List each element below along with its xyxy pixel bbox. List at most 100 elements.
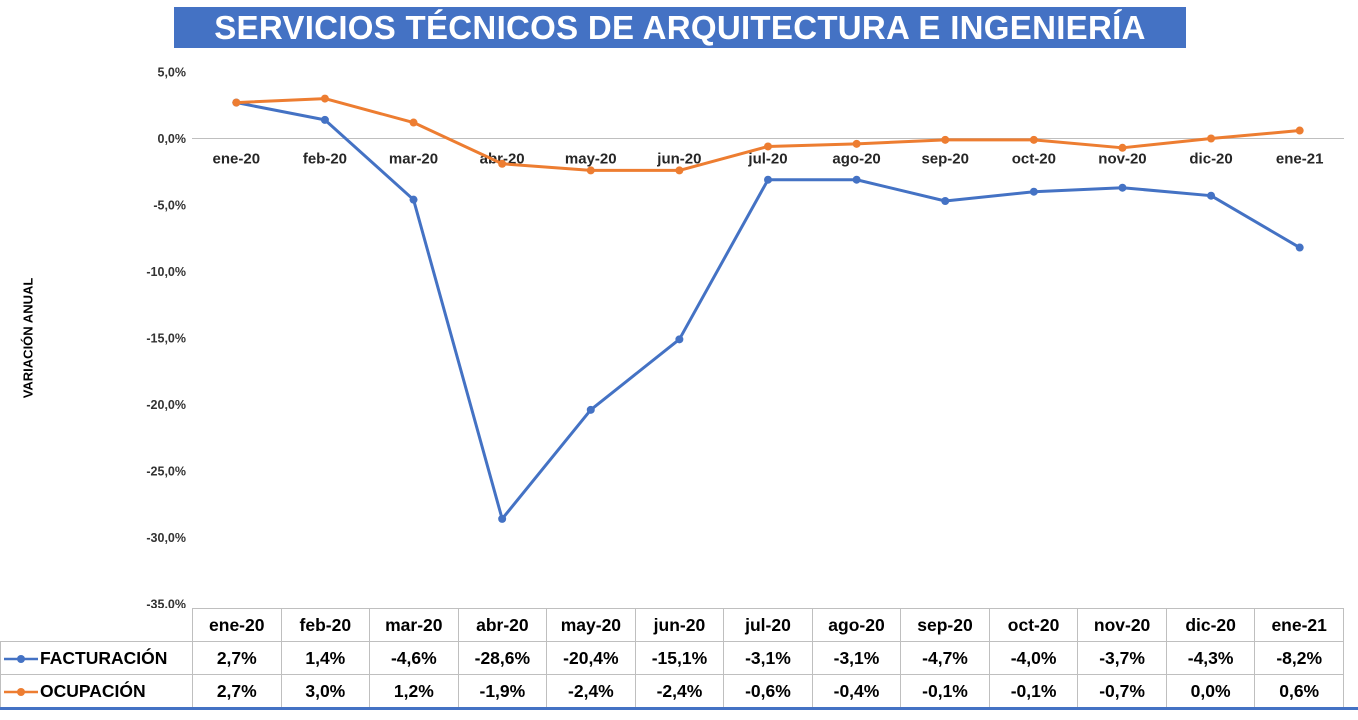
data-point-facturacion (1207, 191, 1216, 200)
data-point-ocupacion (586, 166, 595, 175)
x-axis-label: jul-20 (747, 151, 787, 168)
y-tick-label: -25,0% (146, 465, 186, 479)
data-point-ocupacion (498, 159, 507, 168)
month-header: ene-20 (192, 608, 282, 642)
y-tick-label: 5,0% (158, 66, 187, 80)
value-cell-ocupacion: 2,7% (192, 674, 282, 708)
data-point-facturacion (409, 195, 418, 204)
data-point-facturacion (852, 175, 861, 184)
data-point-facturacion (1029, 187, 1038, 196)
y-tick-label: -35,0% (146, 598, 186, 609)
value-cell-ocupacion: 0,0% (1165, 674, 1256, 708)
data-point-ocupacion (1029, 135, 1038, 144)
y-tick-label: -30,0% (146, 531, 186, 545)
value-cell-ocupacion: -1,9% (457, 674, 548, 708)
value-cell-facturacion: -8,2% (1254, 641, 1344, 675)
value-cell-facturacion: 1,4% (280, 641, 371, 675)
value-cell-ocupacion: 3,0% (280, 674, 371, 708)
x-axis-label: ene-21 (1276, 151, 1324, 168)
data-point-ocupacion (852, 139, 861, 148)
chart-title: SERVICIOS TÉCNICOS DE ARQUITECTURA E ING… (174, 7, 1186, 48)
data-table: ene-20 feb-20 mar-20 abr-20 may-20 jun-20 jul-… (0, 608, 1344, 708)
data-point-ocupacion (1207, 134, 1216, 143)
table-header-row: ene-20 feb-20 mar-20 abr-20 may-20 jun-20 jul-… (1, 608, 1344, 642)
value-cell-facturacion: -4,0% (988, 641, 1079, 675)
data-point-facturacion (320, 115, 329, 124)
data-point-ocupacion (320, 94, 329, 103)
data-point-ocupacion (1295, 126, 1304, 135)
data-point-facturacion (586, 405, 595, 414)
table-row-facturacion: FACTURACIÓN 2,7% 1,4% -4,6% -28,6% -20,4% -15,… (0, 641, 1344, 675)
month-header: jun-20 (634, 608, 725, 642)
month-header: ene-21 (1254, 608, 1344, 642)
value-cell-ocupacion: -0,1% (988, 674, 1079, 708)
data-point-ocupacion (409, 118, 418, 127)
value-cell-ocupacion: 1,2% (369, 674, 459, 708)
month-header: oct-20 (988, 608, 1079, 642)
month-header: abr-20 (457, 608, 548, 642)
data-point-facturacion (675, 335, 684, 344)
month-header: may-20 (546, 608, 636, 642)
series-label-ocupacion: OCUPACIÓN (0, 674, 193, 708)
month-header: dic-20 (1165, 608, 1256, 642)
month-header: mar-20 (369, 608, 459, 642)
series-name: OCUPACIÓN (40, 680, 146, 701)
data-point-facturacion (941, 197, 950, 206)
value-cell-ocupacion: -2,4% (546, 674, 636, 708)
legend-key-ocupacion (4, 687, 38, 696)
x-axis-label: dic-20 (1189, 151, 1232, 168)
data-point-ocupacion (1118, 143, 1127, 152)
value-cell-facturacion: -28,6% (457, 641, 548, 675)
series-name: FACTURACIÓN (40, 647, 168, 668)
value-cell-facturacion: -20,4% (546, 641, 636, 675)
value-cell-facturacion: -3,1% (811, 641, 902, 675)
series-label-facturacion: FACTURACIÓN (0, 641, 193, 675)
month-header: jul-20 (723, 608, 813, 642)
y-tick-label: -20,0% (146, 398, 186, 412)
table-corner-cell (1, 609, 193, 642)
x-axis-label: jun-20 (656, 151, 701, 168)
data-point-ocupacion (764, 142, 772, 151)
y-tick-label: 0,0% (158, 132, 187, 146)
value-cell-ocupacion: -0,1% (900, 674, 990, 708)
data-point-ocupacion (941, 135, 950, 144)
line-chart: 5,0% 0,0% -5,0% -10,0% -15,0% -20,0% -25,0% -30… (146, 66, 1344, 609)
data-point-facturacion (764, 175, 772, 184)
x-axis-label: feb-20 (303, 151, 347, 168)
x-axis-label: oct-20 (1012, 151, 1056, 168)
y-tick-label: -15,0% (146, 332, 186, 346)
value-cell-ocupacion: 0,6% (1254, 674, 1344, 708)
value-cell-ocupacion: -2,4% (634, 674, 725, 708)
value-cell-facturacion: -15,1% (634, 641, 725, 675)
month-header: nov-20 (1077, 608, 1167, 642)
data-point-facturacion (1118, 183, 1127, 192)
value-cell-facturacion: -4,3% (1165, 641, 1256, 675)
data-point-ocupacion (675, 166, 684, 175)
x-axis-label: sep-20 (921, 151, 969, 168)
y-tick-label: -5,0% (153, 199, 186, 213)
data-point-facturacion (498, 514, 507, 523)
value-cell-facturacion: -4,6% (369, 641, 459, 675)
month-header: feb-20 (280, 608, 371, 642)
value-cell-facturacion: -4,7% (900, 641, 990, 675)
value-cell-facturacion: 2,7% (192, 641, 282, 675)
x-axis-label: ago-20 (832, 151, 880, 168)
data-point-facturacion (1295, 243, 1304, 252)
month-header: ago-20 (811, 608, 902, 642)
x-axis-label: may-20 (565, 151, 617, 168)
data-point-ocupacion (232, 98, 241, 107)
month-header: sep-20 (900, 608, 990, 642)
value-cell-facturacion: -3,7% (1077, 641, 1167, 675)
bottom-divider (0, 707, 1358, 710)
x-axis-label: mar-20 (389, 151, 438, 168)
value-cell-ocupacion: -0,4% (811, 674, 902, 708)
legend-key-facturacion (4, 654, 38, 663)
value-cell-ocupacion: -0,6% (723, 674, 813, 708)
x-axis-label: nov-20 (1098, 151, 1146, 168)
value-cell-facturacion: -3,1% (723, 641, 813, 675)
y-tick-label: -10,0% (146, 265, 186, 279)
value-cell-ocupacion: -0,7% (1077, 674, 1167, 708)
x-axis-label: ene-20 (213, 151, 261, 168)
table-row-ocupacion: OCUPACIÓN 2,7% 3,0% 1,2% -1,9% -2,4% -2,4% -0,6… (0, 674, 1344, 708)
